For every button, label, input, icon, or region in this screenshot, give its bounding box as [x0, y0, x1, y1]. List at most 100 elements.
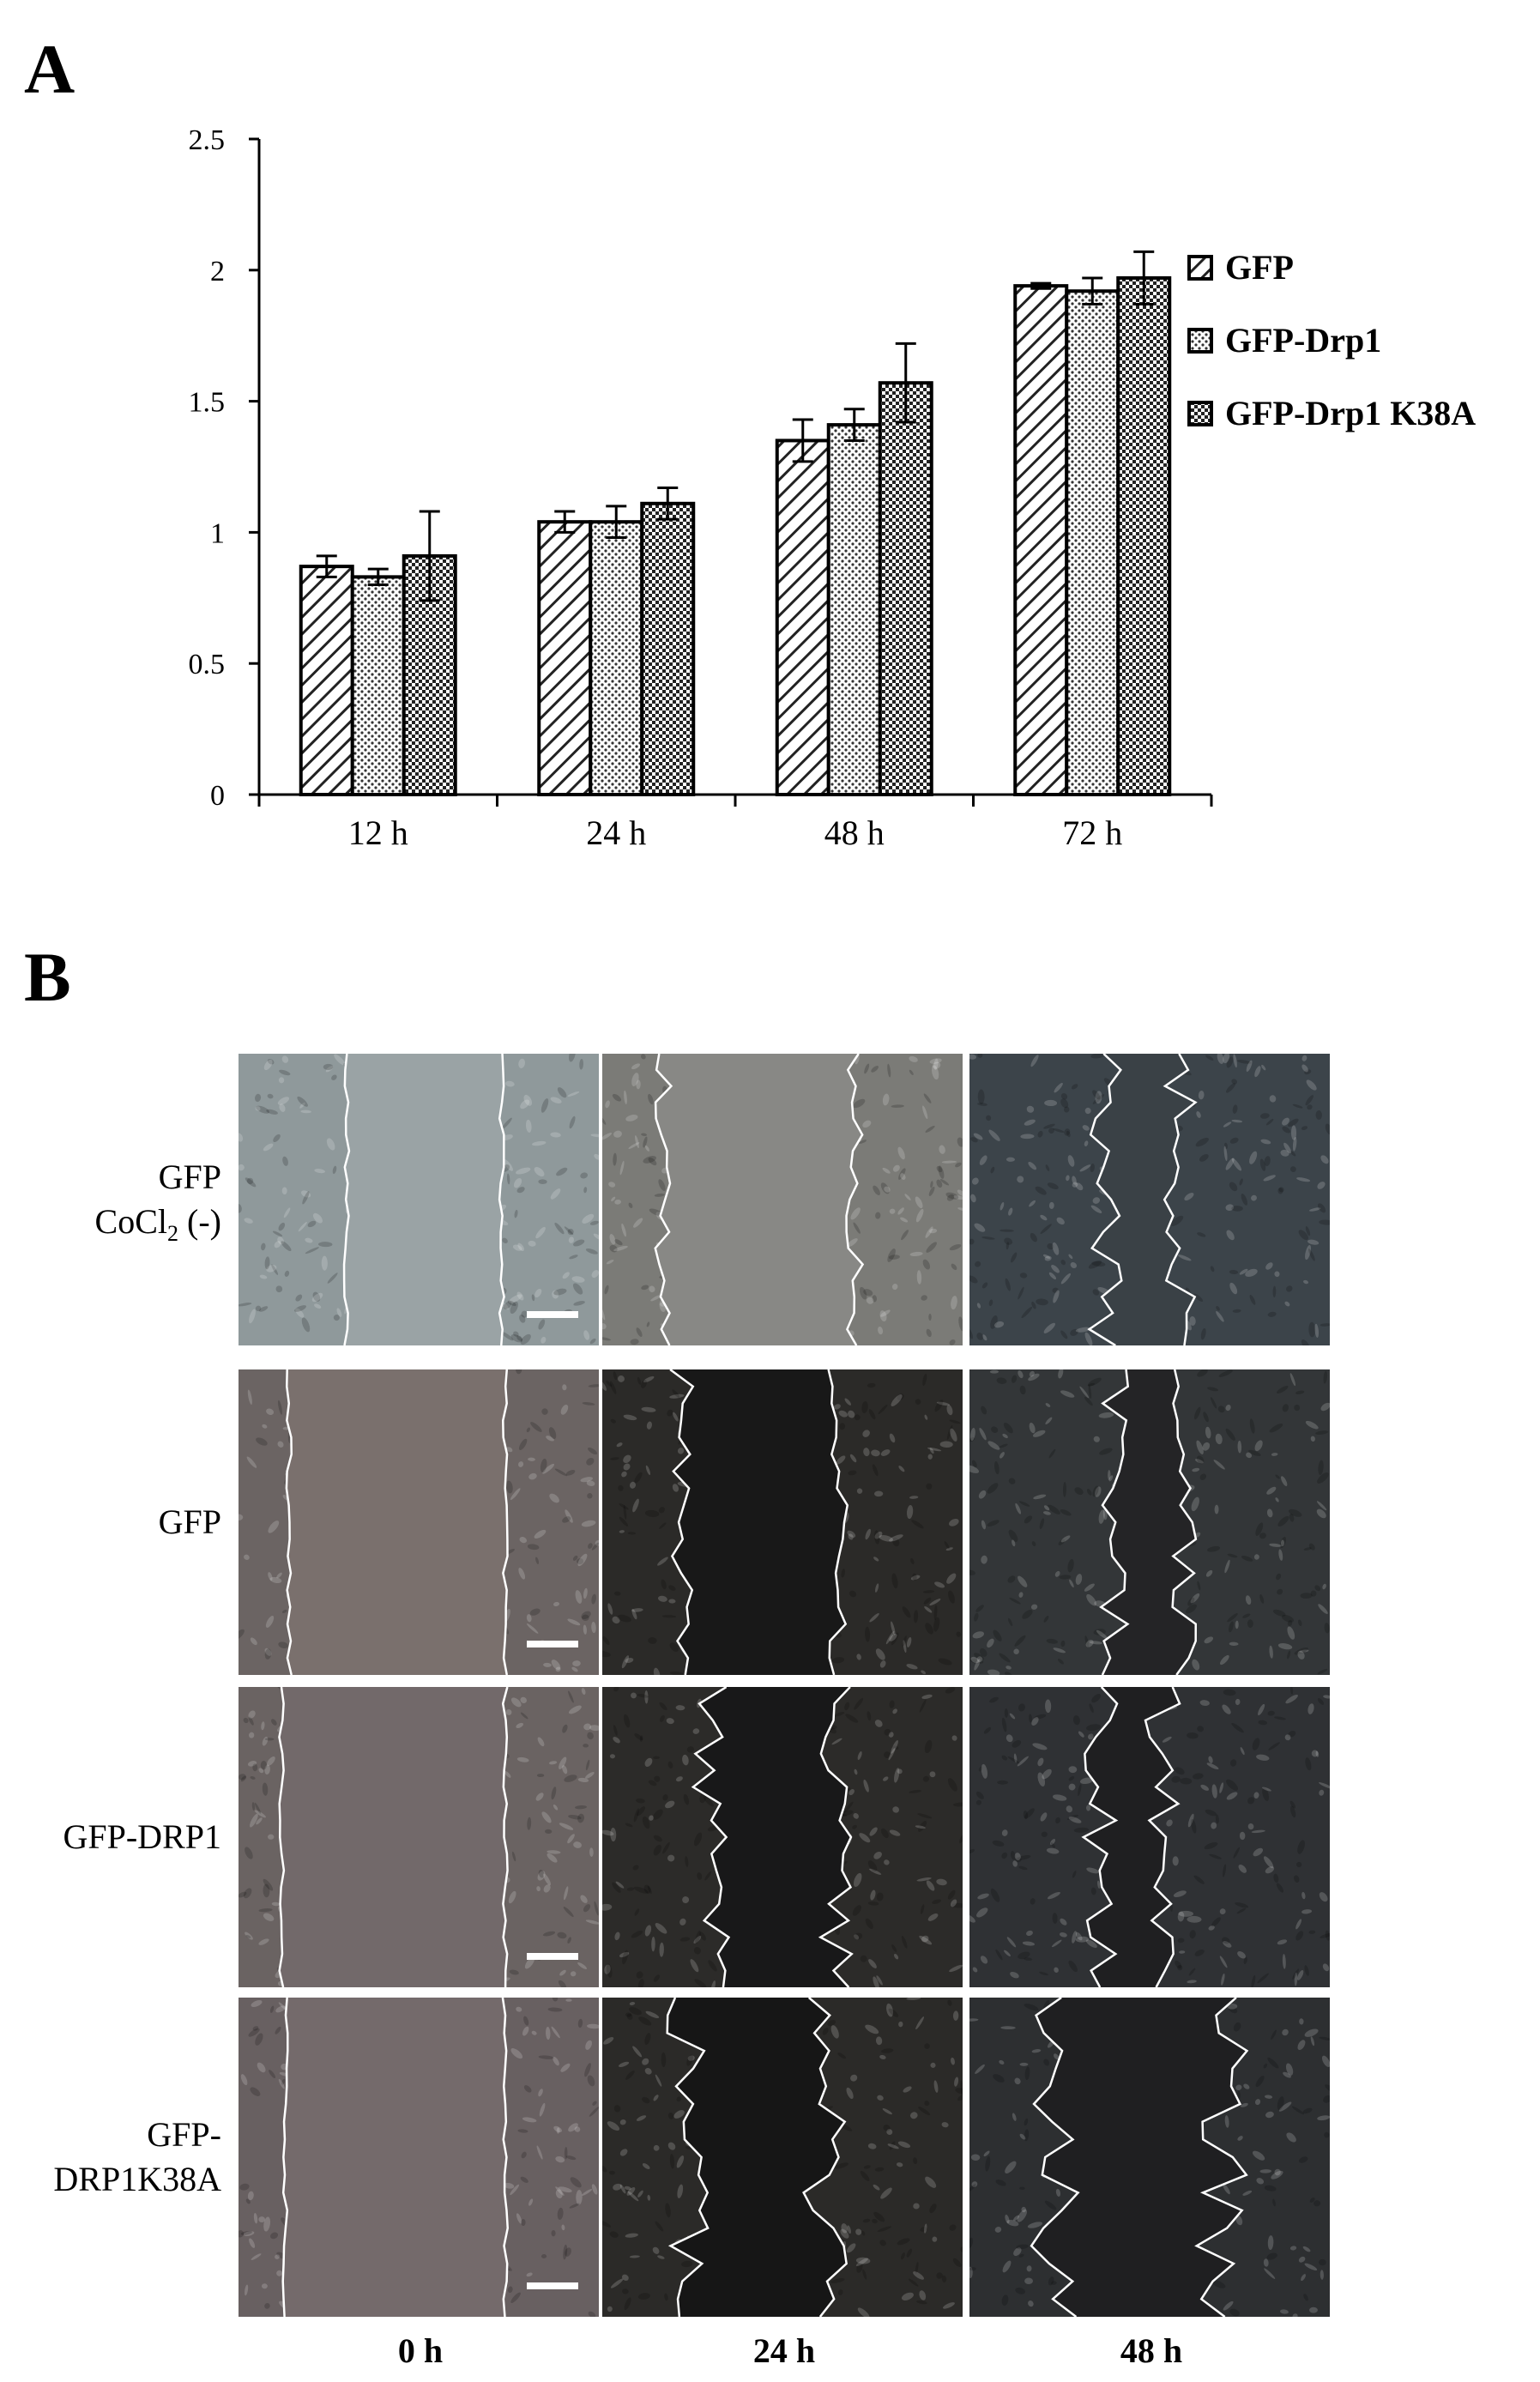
cell-texture	[1318, 2258, 1326, 2266]
cell-texture	[1231, 1206, 1243, 1212]
cell-texture	[631, 1073, 639, 1087]
cell-texture	[251, 2253, 262, 2260]
cell-texture	[1079, 1164, 1091, 1172]
cell-texture	[834, 2162, 849, 2169]
cell-texture	[649, 1208, 663, 1217]
cell-texture	[852, 1824, 857, 1829]
cell-texture	[886, 2003, 894, 2017]
cell-texture	[946, 1424, 953, 1440]
cell-texture	[969, 1437, 975, 1442]
cell-texture	[693, 1935, 702, 1944]
cell-texture	[906, 1637, 912, 1647]
cell-texture	[572, 1283, 583, 1295]
cell-texture	[1013, 2215, 1020, 2222]
cell-texture	[938, 1658, 952, 1666]
cell-texture	[957, 1137, 963, 1147]
cell-texture	[971, 2181, 978, 2187]
cell-texture	[1084, 1635, 1090, 1648]
cell-texture	[584, 2063, 591, 2077]
cell-texture	[668, 1585, 676, 1591]
cell-texture	[245, 1932, 253, 1940]
cell-texture	[969, 2018, 979, 2022]
cell-texture	[933, 1617, 940, 1632]
cell-texture	[981, 1763, 988, 1779]
cell-texture	[1277, 1386, 1289, 1394]
cell-texture	[1286, 2132, 1296, 2143]
cell-texture	[1178, 1910, 1193, 1917]
cell-texture	[560, 2063, 571, 2072]
cell-texture	[541, 1336, 547, 1344]
micrograph-panel	[602, 1054, 963, 1345]
cell-texture	[1193, 1406, 1201, 1420]
cell-texture	[664, 2293, 668, 2301]
cell-texture	[559, 1823, 574, 1830]
cell-texture	[917, 1813, 933, 1819]
cell-texture	[1282, 1404, 1289, 1412]
cell-texture	[247, 2191, 254, 2201]
cell-texture	[1189, 1930, 1196, 1939]
cell-texture	[573, 1841, 582, 1848]
cell-texture	[1006, 1666, 1012, 1670]
cell-texture	[975, 1791, 984, 1799]
cell-texture	[910, 1557, 915, 1565]
cell-texture	[850, 2074, 858, 2082]
cell-texture	[642, 2058, 649, 2065]
cell-texture	[946, 1573, 957, 1584]
cell-texture	[921, 1935, 929, 1943]
cell-texture	[1323, 1695, 1330, 1699]
cell-texture	[982, 1334, 987, 1341]
cell-texture	[268, 1520, 280, 1533]
cell-texture	[694, 1832, 703, 1847]
cell-texture	[301, 1317, 311, 1333]
cell-texture	[644, 1145, 649, 1152]
cell-texture	[862, 2269, 867, 2280]
cell-texture	[995, 2179, 1006, 2186]
cell-texture	[1086, 1724, 1102, 1732]
cell-texture	[1048, 2276, 1054, 2286]
cell-texture	[538, 1869, 545, 1878]
cell-texture	[661, 1615, 677, 1618]
cell-texture	[1275, 1497, 1279, 1502]
cell-texture	[1195, 1459, 1204, 1464]
cell-texture	[1267, 2057, 1279, 2069]
cell-texture	[602, 1381, 607, 1391]
cell-texture	[1054, 1082, 1063, 1093]
cell-texture	[1055, 2188, 1061, 2197]
cell-texture	[333, 1314, 340, 1321]
cell-texture	[867, 2143, 877, 2149]
cell-texture	[869, 1827, 878, 1836]
bar-gfp-drp1-k38a	[878, 381, 933, 796]
cell-texture	[577, 1558, 584, 1565]
cell-texture	[1031, 1301, 1036, 1309]
cell-texture	[261, 1242, 266, 1251]
cell-texture	[254, 1802, 261, 1814]
cell-texture	[924, 1414, 928, 1420]
cell-texture	[1320, 1323, 1330, 1327]
cell-texture	[1000, 2026, 1016, 2030]
cell-texture	[936, 2272, 943, 2279]
cell-texture	[512, 1244, 522, 1251]
cell-texture	[669, 1642, 679, 1653]
cell-texture	[909, 1789, 922, 1793]
cell-texture	[277, 1400, 283, 1415]
cell-texture	[577, 1777, 589, 1783]
cell-texture	[535, 1793, 544, 1801]
cell-texture	[516, 1722, 524, 1729]
cell-texture	[260, 1760, 267, 1770]
cell-texture	[1078, 1731, 1084, 1738]
cell-texture	[1042, 1768, 1052, 1780]
cell-texture	[281, 1055, 289, 1063]
cell-texture	[974, 1653, 984, 1661]
cell-texture	[687, 2055, 695, 2061]
cell-texture	[1006, 1937, 1017, 1948]
cell-texture	[989, 1696, 999, 1703]
cell-texture	[1317, 1203, 1326, 1213]
wound-gap	[670, 1369, 848, 1675]
cell-texture	[699, 1932, 706, 1941]
cell-texture	[1257, 1973, 1269, 1984]
cell-texture	[1235, 2084, 1242, 2090]
cell-texture	[255, 1106, 261, 1111]
cell-texture	[586, 1480, 595, 1486]
cell-texture	[1310, 1590, 1317, 1597]
cell-texture	[1017, 1756, 1029, 1767]
